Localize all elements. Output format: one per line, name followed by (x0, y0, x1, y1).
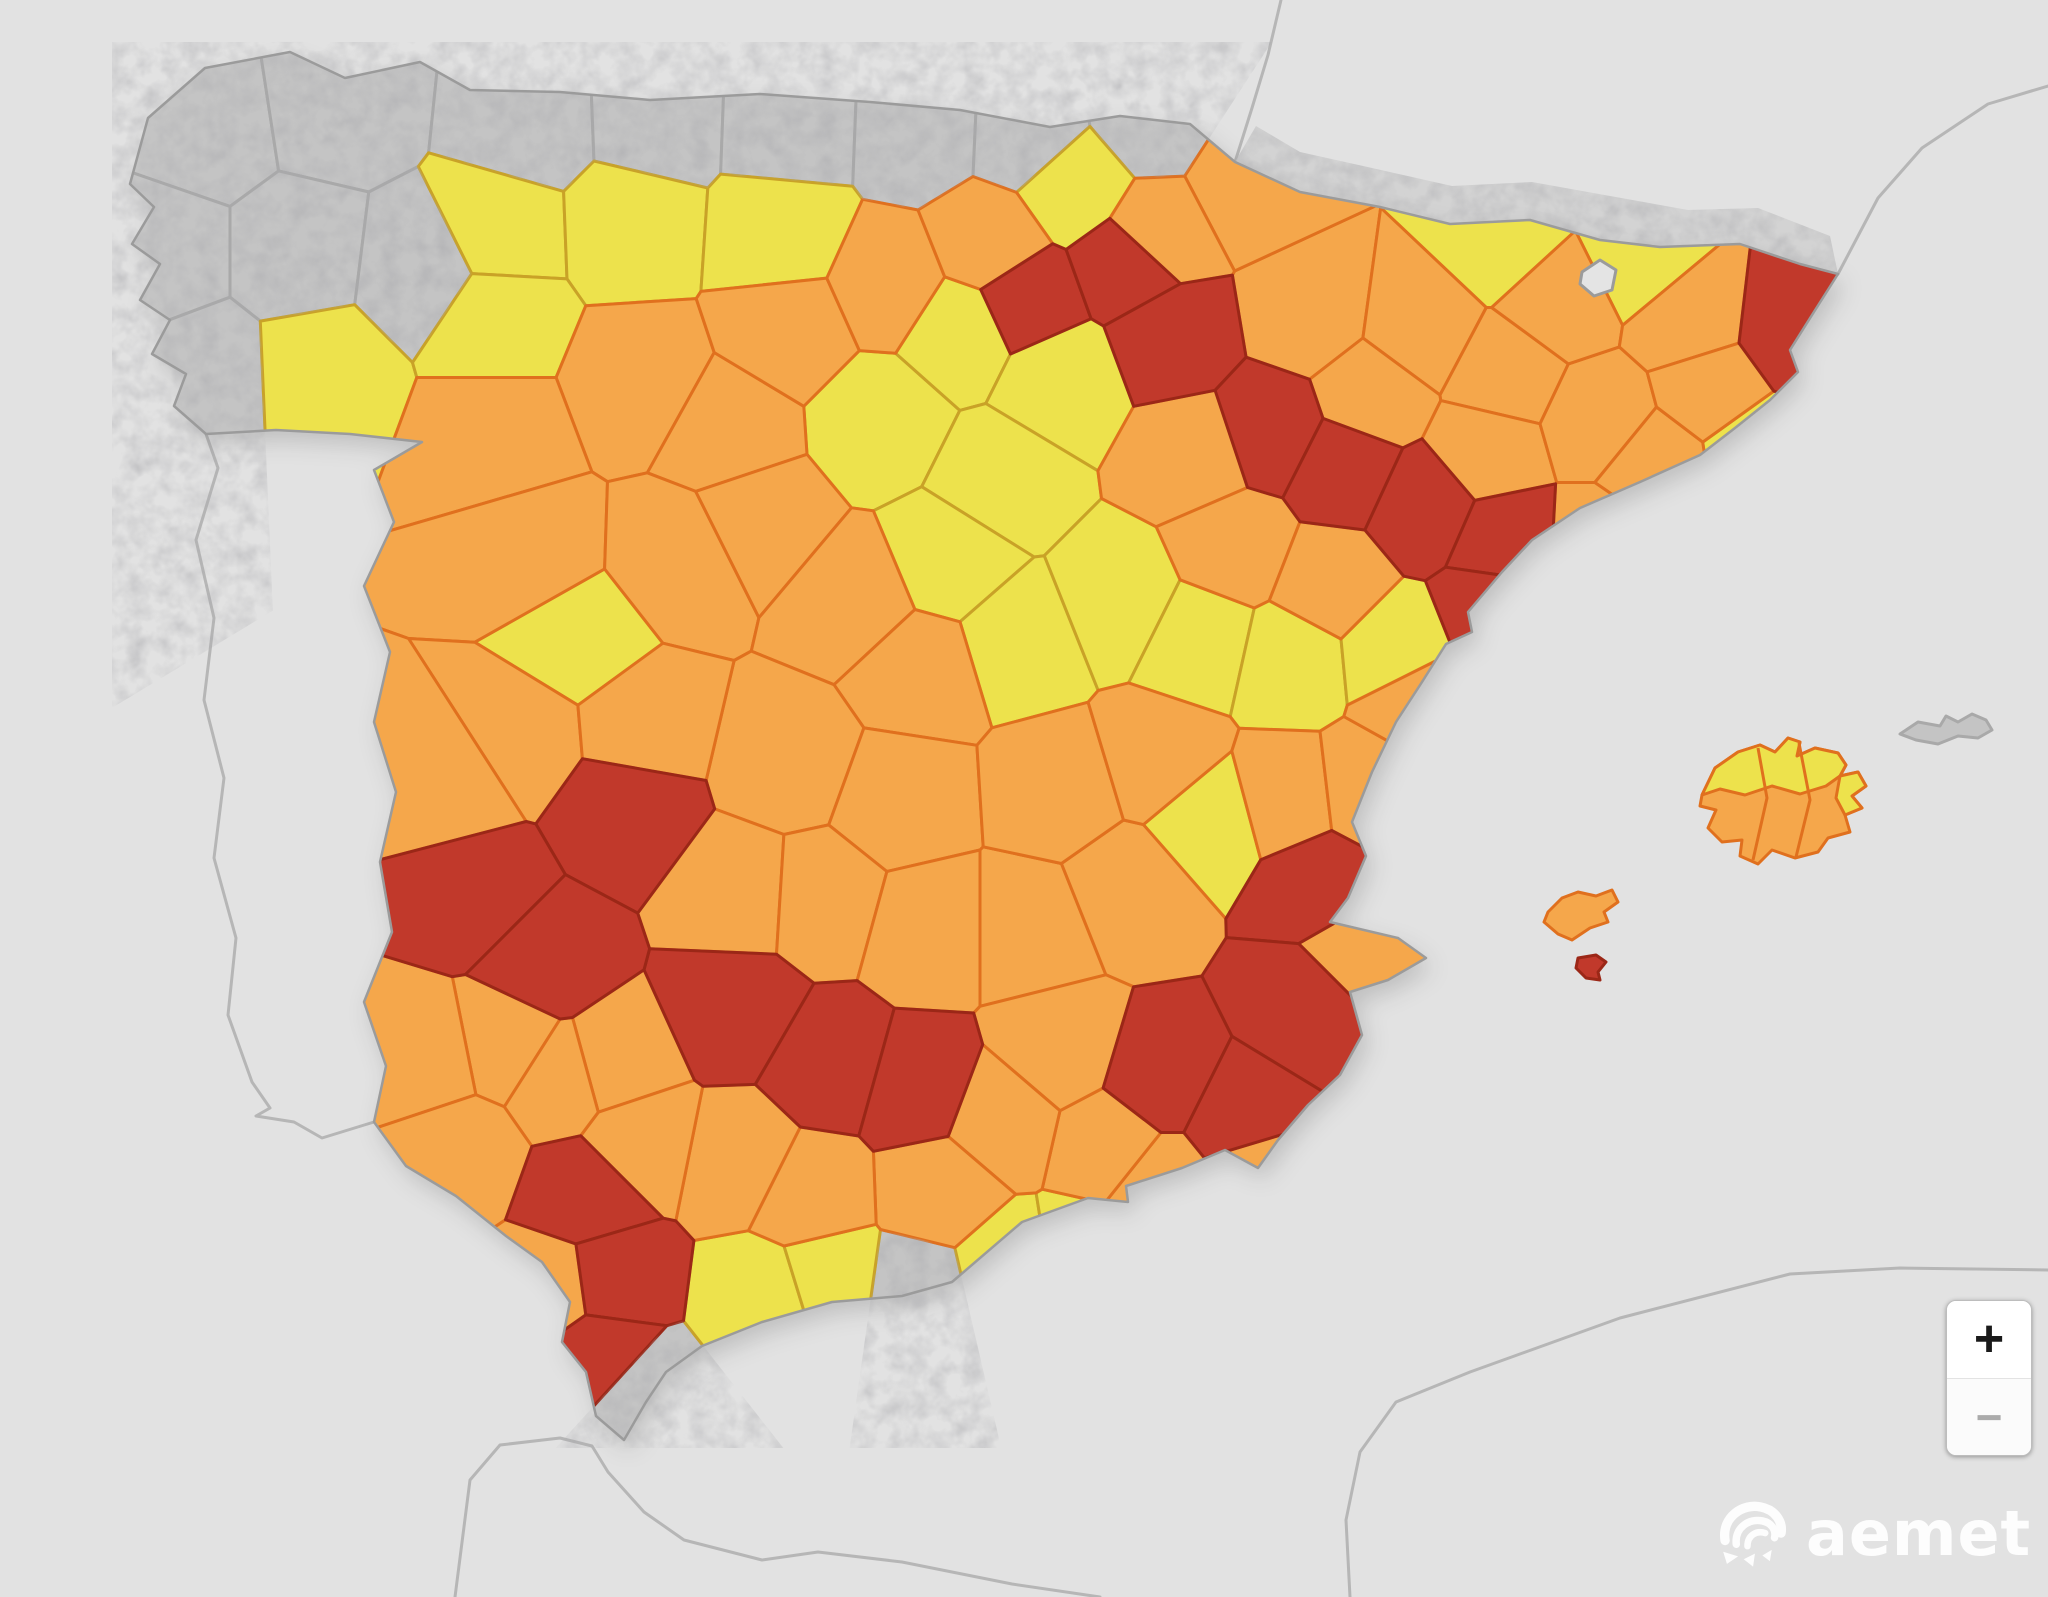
warning-zone-formentera[interactable] (1574, 953, 1608, 982)
warning-zone-mallorca-east[interactable] (1834, 770, 1868, 817)
balearic-islands (1542, 712, 1994, 982)
africa-northeast-coastline (1344, 1266, 2048, 1597)
aemet-logo-icon (1720, 1501, 1786, 1567)
france-atlantic-coastline (1233, 0, 1283, 164)
warning-zone-badajoz-centro[interactable] (464, 873, 652, 1021)
aemet-watermark: aemet (1712, 1492, 2031, 1576)
portugal-coastline (194, 432, 376, 1140)
france-mediterranean-coastline (1836, 84, 2048, 276)
mallorca-zone-borders (1751, 742, 1812, 861)
warning-zone-menorca[interactable] (1898, 712, 1994, 746)
warning-zone-caceres-noreste[interactable] (576, 641, 736, 782)
pyrenees-terrain (1235, 126, 1838, 274)
zoom-out-button[interactable]: − (1947, 1378, 2031, 1455)
warning-zone-mallorca-north[interactable] (1700, 736, 1848, 797)
warning-zone-palencia-norte[interactable] (562, 159, 710, 308)
morocco-coastline (453, 1436, 1102, 1597)
andorra (1578, 258, 1618, 298)
zoom-in-button[interactable]: + (1947, 1301, 2031, 1378)
aemet-logo-text: aemet (1806, 1497, 2032, 1570)
warning-zone-lugo-centro[interactable] (228, 169, 371, 323)
warning-zone-ibiza[interactable] (1542, 888, 1620, 942)
warning-zone-cadiz-centro[interactable] (574, 1216, 696, 1328)
map-zoom-control: + − (1946, 1300, 2032, 1456)
warning-zone-rioja[interactable] (979, 242, 1093, 356)
spain-coastline (128, 50, 1840, 1442)
warning-zone-sierra-morena-este[interactable] (857, 1006, 985, 1153)
